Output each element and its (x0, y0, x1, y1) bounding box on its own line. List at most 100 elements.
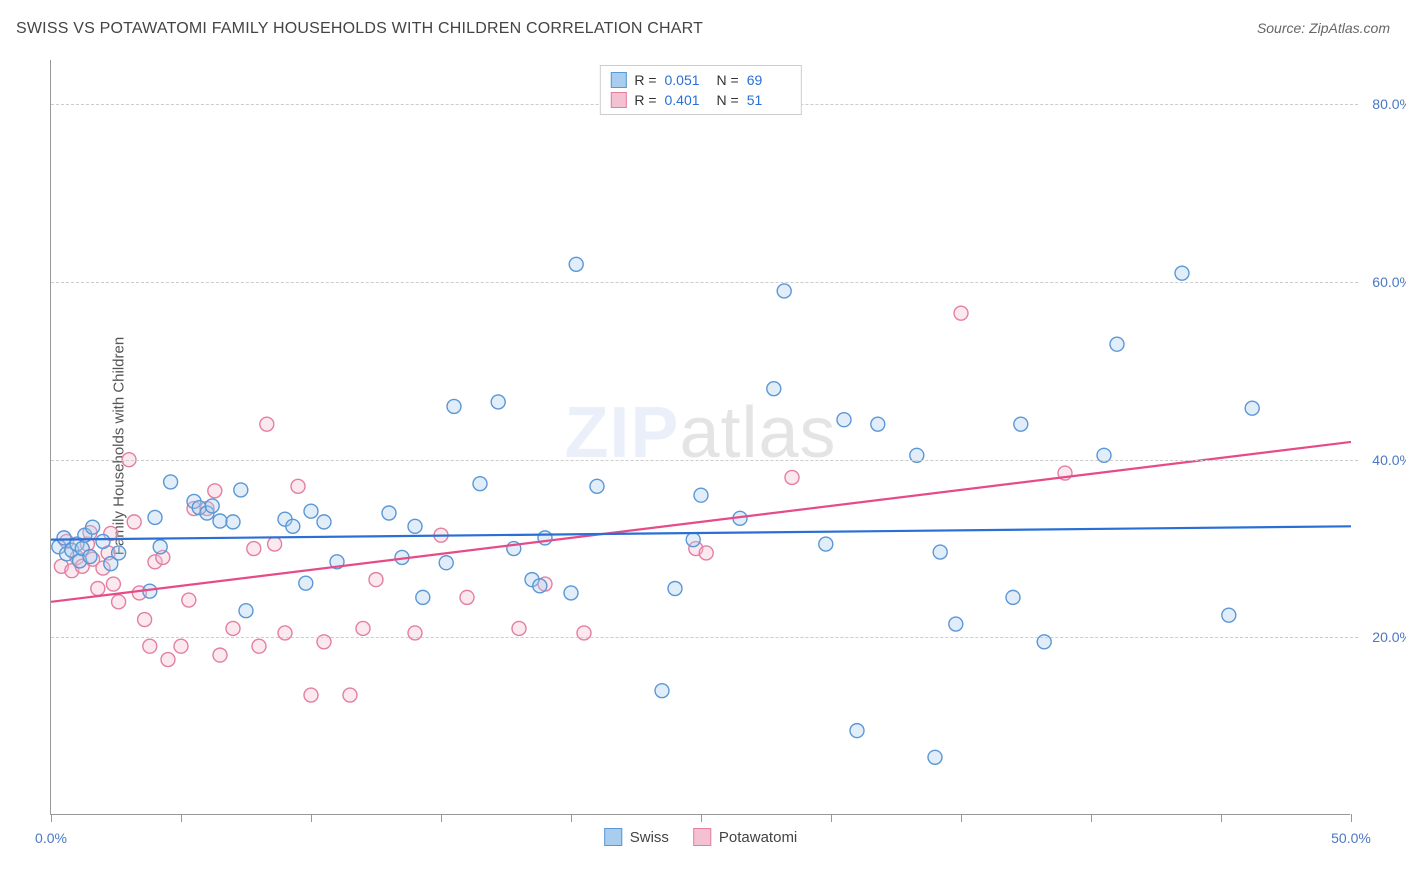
legend-stats-row-0: R = 0.051 N = 69 (610, 70, 790, 90)
r-label: R = (634, 92, 656, 108)
x-tick (181, 814, 182, 822)
data-point-potawatomi (127, 515, 141, 529)
data-point-swiss (767, 382, 781, 396)
data-point-potawatomi (213, 648, 227, 662)
data-point-swiss (933, 545, 947, 559)
data-point-swiss (112, 546, 126, 560)
data-point-swiss (1245, 401, 1259, 415)
data-point-swiss (590, 479, 604, 493)
plot-area: ZIPatlas R = 0.051 N = 69 R = 0.401 N = … (50, 60, 1350, 815)
data-point-swiss (1110, 337, 1124, 351)
data-point-swiss (564, 586, 578, 600)
data-point-potawatomi (260, 417, 274, 431)
legend-stats: R = 0.051 N = 69 R = 0.401 N = 51 (599, 65, 801, 115)
data-point-potawatomi (138, 613, 152, 627)
header: SWISS VS POTAWATOMI FAMILY HOUSEHOLDS WI… (16, 20, 1390, 38)
data-point-swiss (57, 531, 71, 545)
r-label: R = (634, 72, 656, 88)
x-tick (51, 814, 52, 822)
data-point-swiss (408, 519, 422, 533)
data-point-potawatomi (106, 577, 120, 591)
data-point-swiss (871, 417, 885, 431)
x-tick (1351, 814, 1352, 822)
y-tick-label: 40.0% (1372, 452, 1406, 468)
data-point-potawatomi (268, 537, 282, 551)
n-label: N = (717, 72, 739, 88)
x-tick-label: 50.0% (1331, 830, 1371, 846)
data-point-swiss (1175, 266, 1189, 280)
data-point-swiss (655, 684, 669, 698)
data-point-swiss (819, 537, 833, 551)
gridline (51, 460, 1358, 461)
legend-item-potawatomi: Potawatomi (693, 828, 797, 846)
data-point-swiss (1222, 608, 1236, 622)
data-point-swiss (213, 514, 227, 528)
data-point-swiss (439, 556, 453, 570)
data-point-swiss (928, 750, 942, 764)
data-point-swiss (837, 413, 851, 427)
x-tick (571, 814, 572, 822)
data-point-swiss (205, 499, 219, 513)
y-tick-label: 80.0% (1372, 96, 1406, 112)
data-point-potawatomi (369, 573, 383, 587)
legend-swatch-potawatomi (610, 92, 626, 108)
data-point-swiss (86, 520, 100, 534)
data-point-swiss (234, 483, 248, 497)
data-point-swiss (96, 534, 110, 548)
x-tick (961, 814, 962, 822)
gridline (51, 637, 1358, 638)
y-tick-label: 20.0% (1372, 629, 1406, 645)
legend-label-potawatomi: Potawatomi (719, 829, 797, 846)
n-value-swiss: 69 (747, 72, 791, 88)
y-tick-label: 60.0% (1372, 274, 1406, 290)
data-point-swiss (473, 477, 487, 491)
data-point-swiss (239, 604, 253, 618)
data-point-swiss (491, 395, 505, 409)
data-point-potawatomi (252, 639, 266, 653)
data-point-swiss (382, 506, 396, 520)
data-point-swiss (148, 510, 162, 524)
legend-swatch-swiss (604, 828, 622, 846)
r-value-swiss: 0.051 (665, 72, 709, 88)
x-tick (1221, 814, 1222, 822)
data-point-potawatomi (91, 582, 105, 596)
data-point-swiss (286, 519, 300, 533)
data-point-swiss (416, 590, 430, 604)
chart-title: SWISS VS POTAWATOMI FAMILY HOUSEHOLDS WI… (16, 20, 703, 38)
data-point-swiss (668, 582, 682, 596)
data-point-swiss (164, 475, 178, 489)
plot-wrapper: ZIPatlas R = 0.051 N = 69 R = 0.401 N = … (50, 60, 1350, 815)
data-point-potawatomi (304, 688, 318, 702)
data-point-potawatomi (112, 595, 126, 609)
data-point-potawatomi (161, 653, 175, 667)
data-point-swiss (777, 284, 791, 298)
data-point-potawatomi (174, 639, 188, 653)
data-point-potawatomi (785, 470, 799, 484)
data-point-potawatomi (291, 479, 305, 493)
data-point-potawatomi (343, 688, 357, 702)
data-point-swiss (686, 533, 700, 547)
legend-series: Swiss Potawatomi (604, 828, 798, 846)
data-point-swiss (83, 550, 97, 564)
n-label: N = (717, 92, 739, 108)
n-value-potawatomi: 51 (747, 92, 791, 108)
r-value-potawatomi: 0.401 (665, 92, 709, 108)
data-point-potawatomi (460, 590, 474, 604)
data-point-swiss (1014, 417, 1028, 431)
data-point-swiss (317, 515, 331, 529)
data-point-swiss (226, 515, 240, 529)
legend-label-swiss: Swiss (630, 829, 669, 846)
data-point-potawatomi (247, 542, 261, 556)
regression-line-potawatomi (51, 442, 1351, 602)
data-point-swiss (153, 540, 167, 554)
data-point-potawatomi (699, 546, 713, 560)
data-point-potawatomi (356, 621, 370, 635)
data-point-swiss (304, 504, 318, 518)
scatter-svg (51, 60, 1351, 815)
x-tick (311, 814, 312, 822)
data-point-potawatomi (512, 621, 526, 635)
x-tick-label: 0.0% (35, 830, 67, 846)
legend-stats-row-1: R = 0.401 N = 51 (610, 90, 790, 110)
data-point-potawatomi (143, 639, 157, 653)
data-point-swiss (299, 576, 313, 590)
